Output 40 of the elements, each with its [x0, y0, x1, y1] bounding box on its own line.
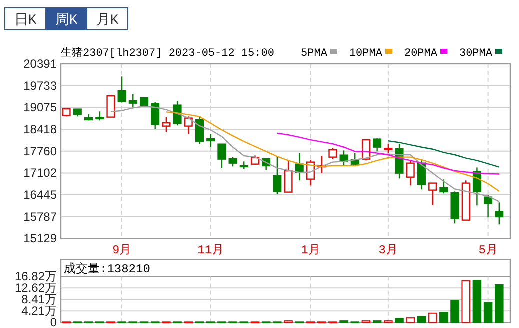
- y-tick-label: 20391: [24, 57, 58, 71]
- x-tick-label: 5月: [478, 244, 498, 258]
- y-tick-label: 16445: [24, 188, 58, 202]
- y-tick-label: 15129: [24, 232, 58, 246]
- bar: [462, 280, 470, 324]
- chart-title: 成交量:138210: [64, 262, 150, 277]
- legend-label: 5PMA: [301, 48, 328, 60]
- legend-label: 30PMA: [459, 48, 493, 60]
- y-tick-label: 0: [50, 316, 58, 328]
- candlestick: [206, 134, 216, 148]
- bar: [440, 312, 448, 324]
- bar: [406, 318, 415, 324]
- bar: [484, 302, 493, 324]
- bar: [395, 318, 404, 324]
- y-tick-label: 15787: [24, 210, 58, 224]
- y-tick-label: 17760: [24, 144, 58, 158]
- bar: [495, 284, 504, 324]
- y-tick-label: 8.41万: [22, 292, 57, 307]
- legend-label: 20PMA: [404, 48, 438, 60]
- x-tick-label: 9月: [112, 244, 132, 258]
- x-tick-label: 3月: [378, 244, 398, 258]
- x-tick-label: 1月: [301, 244, 320, 258]
- text: 日K: [14, 13, 38, 29]
- y-tick-label: 16.82万: [14, 270, 57, 284]
- y-tick-label: 18418: [24, 122, 58, 137]
- bar: [428, 312, 438, 324]
- y-tick-label: 19733: [24, 78, 58, 93]
- y-tick-label: 12.62万: [14, 281, 57, 296]
- y-tick-label: 19075: [24, 100, 58, 115]
- y-tick-label: 4.21万: [22, 304, 57, 318]
- bar: [472, 280, 482, 324]
- text: 周K: [55, 13, 78, 29]
- x-tick-label: 11月: [198, 244, 224, 258]
- bar: [417, 316, 426, 324]
- chart-title: 生猪2307[lh2307] 2023-05-12 15:00: [61, 46, 274, 60]
- bar: [450, 300, 460, 324]
- text: 月K: [96, 13, 120, 29]
- legend-label: 10PMA: [349, 48, 383, 60]
- line-series: [388, 140, 500, 168]
- y-tick-label: 17102: [24, 166, 58, 180]
